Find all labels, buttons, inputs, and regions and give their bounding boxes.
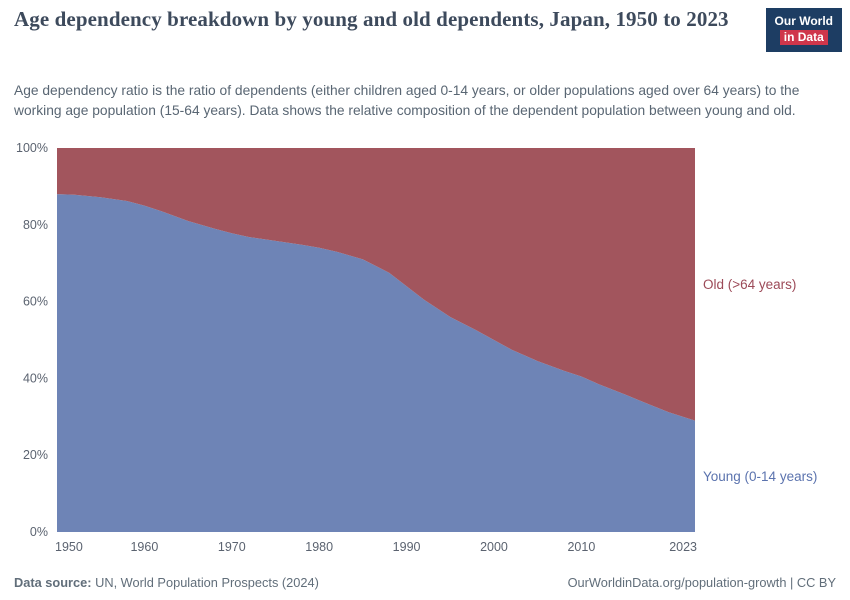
chart-title: Age dependency breakdown by young and ol… — [14, 7, 729, 31]
y-axis-tick-label: 20% — [23, 448, 48, 462]
x-axis-tick-label: 1970 — [218, 540, 246, 554]
area-old-64-years[interactable] — [57, 148, 695, 421]
x-axis-tick-label: 2010 — [567, 540, 595, 554]
owid-logo-text-bottom: in Data — [779, 29, 828, 46]
x-axis-tick-label: 2023 — [669, 540, 697, 554]
y-axis-tick-label: 60% — [23, 295, 48, 309]
series-label: Old (>64 years) — [703, 277, 796, 292]
y-axis-tick-label: 0% — [30, 525, 48, 539]
y-axis-tick-label: 40% — [23, 371, 48, 385]
x-axis-tick-label: 1980 — [305, 540, 333, 554]
y-axis-tick-label: 80% — [23, 218, 48, 232]
x-axis-tick-label: 1990 — [393, 540, 421, 554]
stacked-area-chart[interactable]: Young (0-14 years) Old (>64 years) 0% 20% 40… — [0, 138, 850, 563]
chart-footer: Data source: UN, World Population Prospe… — [0, 564, 850, 600]
y-axis-tick-label: 100% — [16, 141, 48, 155]
x-axis-tick-label: 2000 — [480, 540, 508, 554]
data-source-label: Data source: — [14, 575, 92, 590]
owid-logo-text-top: Our World — [774, 14, 833, 28]
x-axis-tick-label: 1950 — [55, 540, 83, 554]
owid-logo[interactable]: Our World in Data — [765, 8, 842, 53]
area-young-0-14-years[interactable] — [57, 194, 695, 532]
credit-link[interactable]: OurWorldinData.org/population-growth | C… — [567, 575, 836, 590]
chart-subtitle: Age dependency ratio is the ratio of dep… — [14, 83, 800, 118]
series-label: Young (0-14 years) — [703, 469, 817, 484]
data-source: Data source: UN, World Population Prospe… — [14, 575, 319, 590]
x-axis-tick-label: 1960 — [130, 540, 158, 554]
data-source-text: UN, World Population Prospects (2024) — [91, 575, 319, 590]
